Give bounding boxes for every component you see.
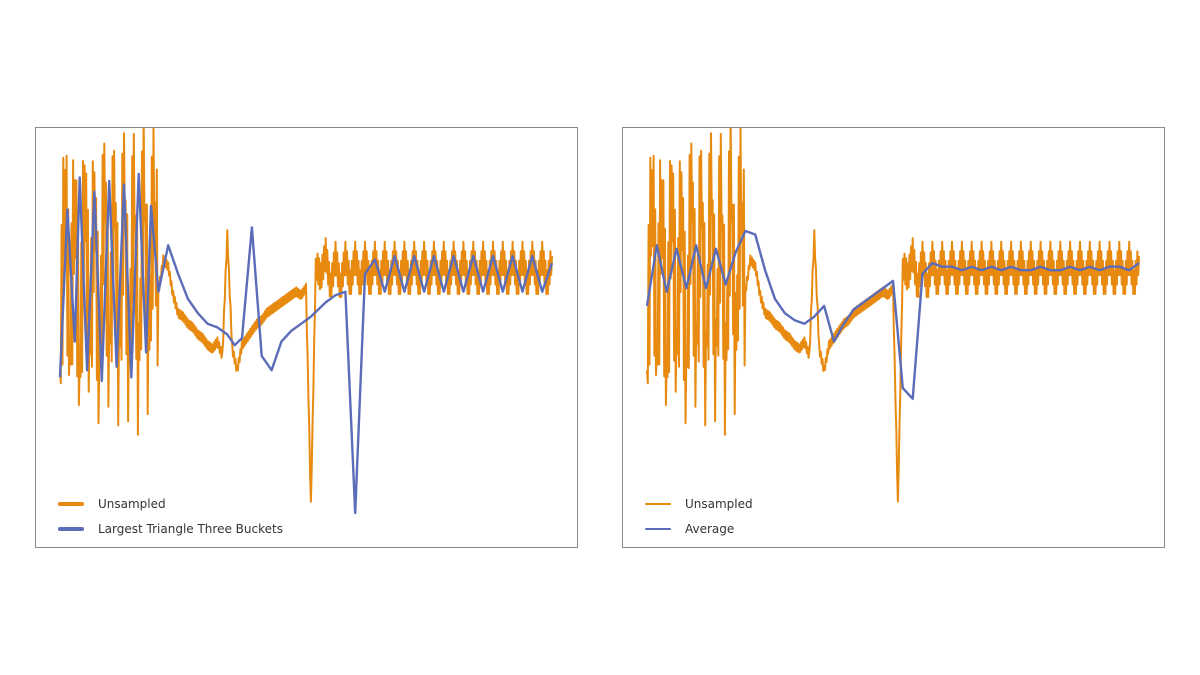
legend-item-lttb: Largest Triangle Three Buckets — [58, 516, 283, 541]
chart-plot-lttb — [58, 128, 554, 515]
legend-label-unsampled: Unsampled — [98, 496, 166, 511]
series-line-0 — [59, 128, 553, 503]
legend-swatch-average — [645, 527, 671, 530]
chart-panel-average: Unsampled Average — [622, 127, 1165, 548]
legend-swatch-lttb — [58, 526, 84, 531]
legend-swatch-unsampled — [645, 502, 671, 505]
legend-item-average: Average — [645, 516, 753, 541]
chart-panel-lttb: Unsampled Largest Triangle Three Buckets — [35, 127, 578, 548]
chart-plot-average — [645, 128, 1140, 503]
legend-item-unsampled: Unsampled — [645, 491, 753, 516]
legend: Unsampled Average — [645, 491, 753, 541]
series-line-1 — [58, 172, 554, 515]
legend-swatch-unsampled — [58, 501, 84, 506]
legend: Unsampled Largest Triangle Three Buckets — [58, 491, 283, 541]
legend-item-unsampled: Unsampled — [58, 491, 283, 516]
legend-label-lttb: Largest Triangle Three Buckets — [98, 521, 283, 536]
series-line-1 — [645, 229, 1140, 400]
legend-label-unsampled: Unsampled — [685, 496, 753, 511]
legend-label-average: Average — [685, 521, 735, 536]
series-line-0 — [646, 128, 1140, 503]
